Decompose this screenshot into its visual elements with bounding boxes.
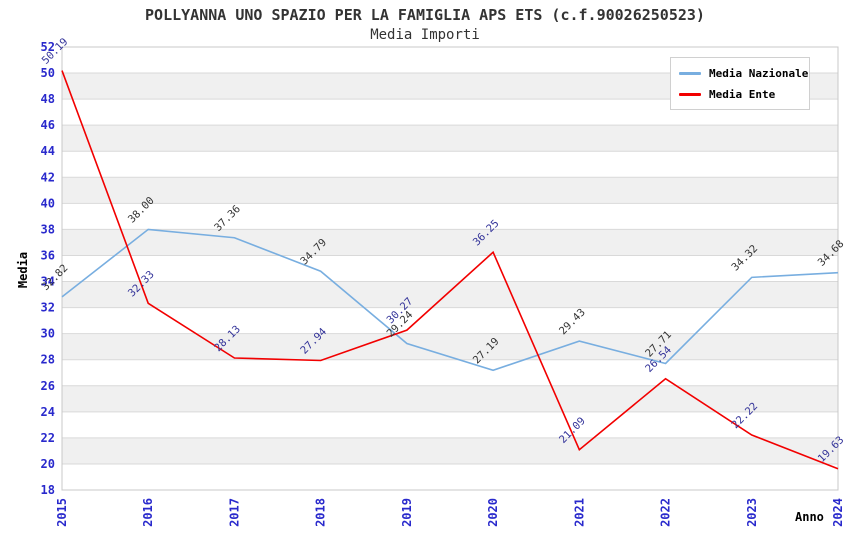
- y-tick-label: 40: [41, 196, 55, 210]
- chart-title: POLLYANNA UNO SPAZIO PER LA FAMIGLIA APS…: [145, 6, 705, 24]
- y-tick-label: 32: [41, 301, 55, 315]
- legend-item-media-nazionale: Media Nazionale: [671, 63, 809, 84]
- y-tick-label: 34: [41, 275, 55, 289]
- plot-band: [62, 229, 838, 256]
- x-tick-label: 2017: [227, 498, 241, 527]
- legend-label: Media Nazionale: [709, 67, 809, 80]
- plot-band: [62, 281, 838, 308]
- plot-band: [62, 333, 838, 360]
- legend-label: Media Ente: [709, 88, 776, 101]
- line-swatch-media-nazionale: [679, 72, 701, 75]
- y-tick-label: 24: [41, 405, 55, 419]
- plot-band: [62, 437, 838, 464]
- y-tick-label: 48: [41, 92, 55, 106]
- y-tick-label: 26: [41, 379, 55, 393]
- y-tick-label: 52: [41, 40, 55, 54]
- y-tick-label: 50: [41, 66, 55, 80]
- y-tick-label: 30: [41, 327, 55, 341]
- chart-subtitle: Media Importi: [370, 27, 480, 43]
- plot-band: [62, 177, 838, 204]
- line-swatch-media-ente: [679, 93, 701, 96]
- plot-band: [62, 385, 838, 412]
- series-line-media-ente: [61, 70, 839, 470]
- legend-item-media-ente: Media Ente: [671, 84, 809, 105]
- y-tick-label: 28: [41, 353, 55, 367]
- x-axis-title: Anno: [795, 510, 824, 524]
- y-tick-label: 42: [41, 170, 55, 184]
- legend: Media Nazionale Media Ente: [670, 57, 810, 110]
- y-tick-label: 36: [41, 248, 55, 262]
- y-tick-label: 18: [41, 483, 55, 497]
- x-tick-label: 2015: [55, 498, 69, 527]
- point-label: 29.43: [557, 306, 588, 337]
- y-axis-title: Media: [16, 251, 30, 289]
- x-tick-label: 2023: [745, 498, 759, 527]
- y-tick-label: 46: [41, 118, 55, 132]
- y-tick-label: 44: [41, 144, 55, 158]
- plot-frame: [61, 46, 839, 491]
- x-tick-label: 2016: [141, 498, 155, 527]
- x-tick-label: 2022: [659, 498, 673, 527]
- x-tick-label: 2021: [572, 498, 586, 527]
- x-tick-label: 2024: [831, 498, 845, 527]
- x-tick-label: 2018: [314, 498, 328, 527]
- y-tick-label: 20: [41, 457, 55, 471]
- x-tick-label: 2020: [486, 498, 500, 527]
- x-tick-label: 2019: [400, 498, 414, 527]
- series-line-media-nazionale: [61, 228, 839, 372]
- y-tick-label: 38: [41, 222, 55, 236]
- y-tick-label: 22: [41, 431, 55, 445]
- plot-band: [62, 125, 838, 152]
